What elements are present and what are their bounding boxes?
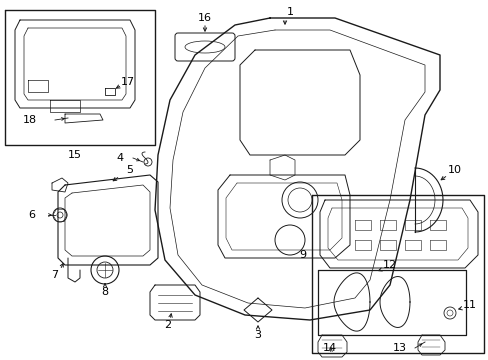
Text: 4: 4 [116, 153, 123, 163]
Text: 10: 10 [447, 165, 461, 175]
Text: 18: 18 [23, 115, 37, 125]
Text: 5: 5 [126, 165, 133, 175]
Text: 12: 12 [382, 260, 396, 270]
Text: 1: 1 [286, 7, 293, 17]
Text: 15: 15 [68, 150, 82, 160]
Text: 17: 17 [121, 77, 135, 87]
Text: 9: 9 [299, 250, 306, 260]
Text: 14: 14 [322, 343, 336, 353]
Text: 11: 11 [462, 300, 476, 310]
Text: 6: 6 [28, 210, 36, 220]
Text: 8: 8 [101, 287, 108, 297]
Text: 13: 13 [392, 343, 406, 353]
Text: 2: 2 [164, 320, 171, 330]
Text: 3: 3 [254, 330, 261, 340]
Text: 16: 16 [198, 13, 212, 23]
Text: 7: 7 [51, 270, 59, 280]
